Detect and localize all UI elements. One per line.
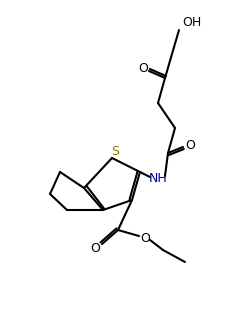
Text: O: O (185, 138, 195, 151)
Text: O: O (140, 231, 150, 244)
Text: OH: OH (182, 15, 202, 28)
Text: O: O (138, 61, 148, 74)
Text: S: S (111, 145, 119, 158)
Text: O: O (90, 242, 100, 255)
Text: NH: NH (149, 171, 167, 184)
